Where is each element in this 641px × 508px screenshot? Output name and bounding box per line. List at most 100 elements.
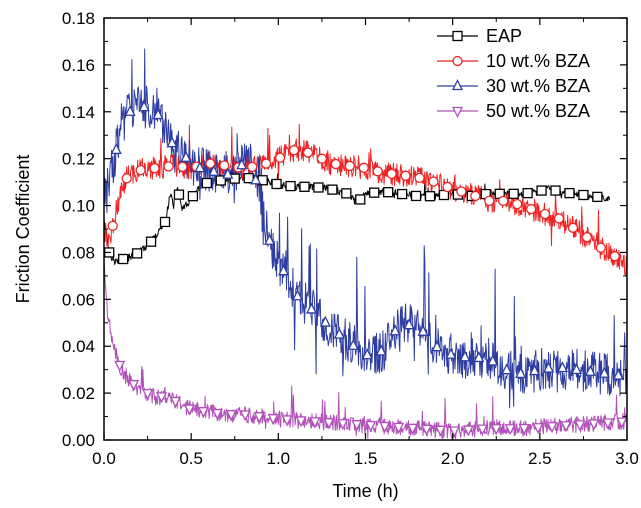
series-3-marker [529, 364, 541, 376]
legend: EAP 10 wt.% BZA 30 wt.% BZA 50 wt.% BZA [437, 26, 590, 121]
series-2-marker [288, 145, 300, 156]
series-2-marker [581, 232, 593, 243]
series-3-marker [584, 364, 596, 376]
series-1-marker [341, 188, 352, 199]
series-3-marker [570, 362, 582, 375]
series-4-marker [142, 388, 154, 401]
series-4-marker [434, 425, 447, 437]
series-3-marker [250, 173, 262, 185]
series-1-marker [410, 190, 422, 202]
series-2-marker [553, 213, 565, 224]
series-2-marker [386, 168, 397, 180]
series-1-marker [327, 184, 338, 195]
x-tick-label: 1.0 [267, 449, 291, 468]
series-3-marker [375, 344, 387, 356]
series-1-marker [564, 187, 575, 199]
series-4-marker [183, 404, 195, 416]
series-4-marker [337, 419, 349, 431]
series-3-marker [333, 327, 345, 339]
series-4-marker [420, 424, 433, 436]
series-2-marker [498, 195, 509, 207]
series-3-marker [152, 108, 164, 120]
series-1-marker [550, 185, 561, 196]
series-3-marker [459, 350, 471, 362]
series-4-marker [128, 380, 140, 392]
series-2-marker [484, 195, 495, 207]
series-4-marker [169, 396, 182, 409]
series-2-marker [442, 181, 453, 193]
series-2-marker [414, 172, 425, 184]
series-1-marker [201, 177, 213, 189]
series-1-marker [131, 248, 143, 259]
series-2-marker [609, 251, 620, 262]
y-tick-label: 0.18 [62, 9, 95, 28]
series-3-marker [291, 289, 304, 301]
series-2-marker [372, 166, 383, 177]
y-axis-title: Friction Coefficient [13, 155, 33, 304]
series-4-marker [602, 418, 614, 430]
series-4-marker [616, 417, 628, 429]
series-1-marker [355, 194, 366, 205]
series-4-marker [253, 412, 265, 424]
series-1-marker [424, 191, 436, 202]
series-3-marker [445, 347, 457, 359]
series-4-marker [560, 421, 572, 433]
series-1-marker [592, 191, 603, 203]
series-1-marker [243, 172, 254, 184]
series-1-marker [187, 191, 199, 202]
series-3-marker [264, 233, 276, 245]
ticks-layer: 0.0 0.5 1.0 1.5 2.0 2.5 3.0 0.00 0.02 0.04 0.06 0.0… [62, 9, 639, 468]
series-2-marker [400, 170, 411, 181]
series-3-marker [361, 348, 373, 360]
series-4-marker [365, 420, 377, 433]
legend-marker-1 [452, 30, 463, 42]
series-4-marker [476, 424, 488, 436]
series-4-marker [490, 424, 502, 436]
series-1-marker [285, 180, 296, 192]
series-1-marker [299, 181, 310, 192]
series-2-marker [205, 158, 216, 169]
series-3-marker [110, 142, 122, 155]
series-4-marker [504, 424, 516, 436]
series-2-marker [121, 173, 132, 184]
series-1-marker [118, 253, 129, 265]
series-2-marker [358, 162, 369, 173]
series-3-marker [598, 366, 610, 378]
series-4-marker [114, 360, 126, 372]
y-tick-label: 0.04 [62, 337, 95, 356]
x-axis-title: Time (h) [332, 481, 398, 501]
series-2-marker [135, 165, 146, 176]
series-1-marker [173, 189, 185, 200]
series-4-marker [462, 425, 474, 437]
series-2-marker [177, 161, 188, 173]
series-3-marker [319, 315, 331, 327]
series-4-marker [407, 423, 419, 435]
series-3-marker [501, 363, 513, 375]
series-3-marker [612, 368, 624, 380]
series-3-marker [222, 167, 234, 179]
series-2-marker [470, 190, 481, 202]
marker-layer [104, 100, 628, 438]
y-tick-label: 0.10 [62, 197, 95, 216]
series-3-marker [487, 354, 499, 366]
series-3-marker [556, 361, 569, 373]
x-tick-label: 0.5 [179, 449, 203, 468]
series-4-marker [351, 420, 363, 432]
series-2-marker [316, 153, 328, 164]
legend-label-2: 10 wt.% BZA [486, 51, 590, 71]
x-tick-label: 2.0 [441, 449, 465, 468]
series-2-marker [149, 163, 160, 174]
series-3-marker [194, 161, 206, 173]
series-3-marker [278, 264, 290, 276]
y-tick-label: 0.16 [62, 56, 95, 75]
series-1-marker [383, 187, 394, 198]
series-3-marker [305, 302, 318, 314]
series-2-marker [274, 152, 286, 163]
legend-marker-4 [451, 106, 464, 118]
series-3-marker [473, 350, 485, 363]
series-2-marker [260, 158, 272, 169]
series-2-marker [539, 208, 551, 220]
series-1-marker [578, 189, 589, 201]
x-tick-label: 0.0 [92, 449, 116, 468]
